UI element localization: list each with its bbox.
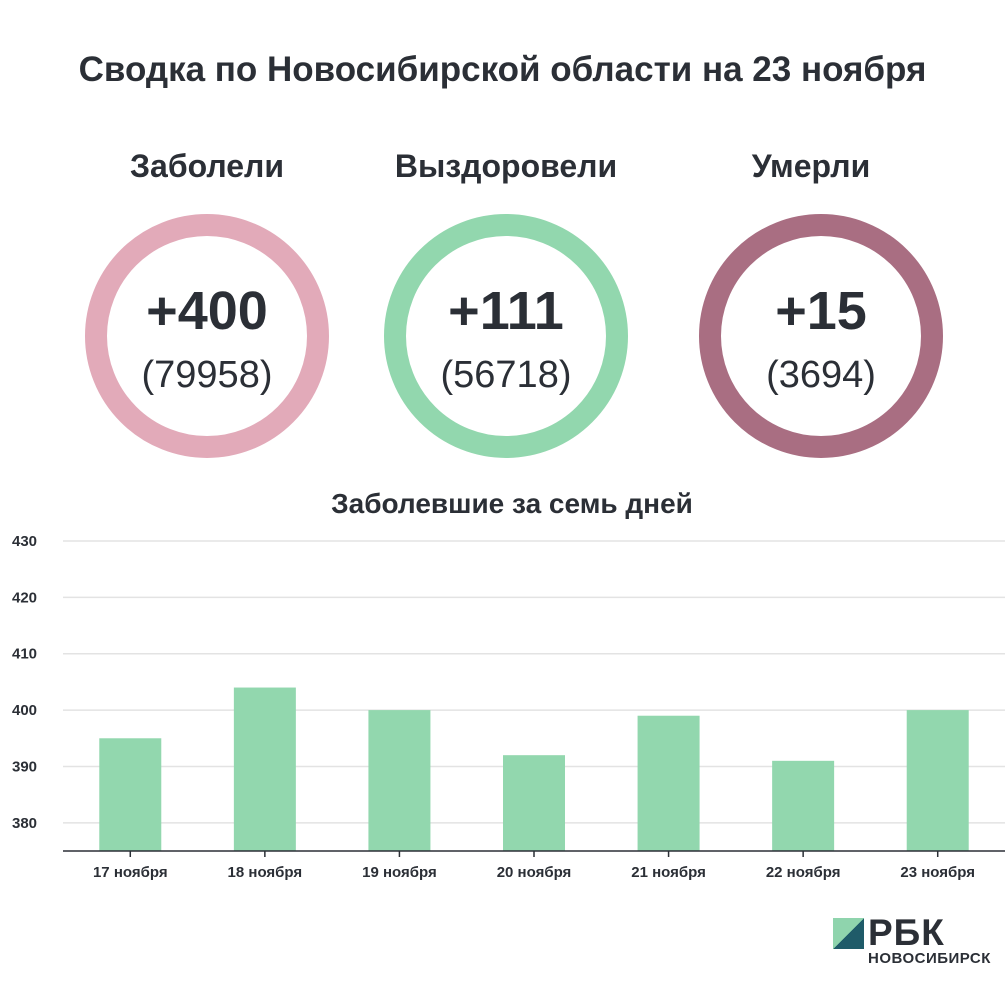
stat-total-recovered: (56718) bbox=[440, 354, 572, 396]
stat-total-deaths: (3694) bbox=[766, 354, 876, 396]
rbc-logo-icon bbox=[833, 918, 864, 949]
y-tick-label: 380 bbox=[12, 815, 37, 832]
bar bbox=[637, 715, 700, 851]
stat-ring-recovered: +111 (56718) bbox=[384, 214, 628, 458]
stat-delta-deaths: +15 bbox=[775, 281, 867, 341]
x-axis: 17 ноября 18 ноября 19 ноября 20 ноября 21 н… bbox=[63, 850, 1005, 881]
rbc-logo: РБК НОВОСИБИРСК bbox=[833, 912, 1003, 976]
x-tick-label: 19 ноября bbox=[362, 864, 437, 881]
bar bbox=[368, 710, 431, 851]
y-tick-label: 420 bbox=[12, 589, 37, 606]
x-tick-label: 18 ноября bbox=[228, 864, 303, 881]
bars bbox=[99, 687, 969, 851]
x-tick-label: 21 ноября bbox=[631, 864, 706, 881]
x-tick-label: 23 ноября bbox=[900, 864, 975, 881]
bar-chart: Заболевшие за семь дней 380 390 400 410 420 4… bbox=[12, 488, 1005, 881]
stat-label-deaths: Умерли bbox=[751, 148, 871, 184]
x-tick-label: 20 ноября bbox=[497, 864, 572, 881]
rbc-logo-name: РБК bbox=[868, 912, 945, 953]
bar bbox=[233, 687, 296, 851]
chart-title: Заболевшие за семь дней bbox=[331, 488, 693, 519]
bar bbox=[99, 738, 162, 851]
stat-label-infected: Заболели bbox=[129, 148, 285, 184]
stat-total-infected: (79958) bbox=[141, 354, 273, 396]
bar bbox=[503, 755, 565, 851]
y-tick-label: 400 bbox=[12, 702, 37, 719]
x-tick-label: 22 ноября bbox=[766, 864, 841, 881]
rbc-logo-region: НОВОСИБИРСК bbox=[868, 950, 991, 967]
y-tick-label: 410 bbox=[12, 646, 37, 663]
bar bbox=[906, 710, 969, 851]
y-tick-label: 430 bbox=[12, 533, 37, 550]
stat-delta-infected: +400 bbox=[146, 281, 268, 341]
bar bbox=[772, 760, 835, 851]
page-title: Сводка по Новосибирской области на 23 но… bbox=[78, 50, 927, 89]
y-tick-label: 390 bbox=[12, 758, 37, 775]
stat-delta-recovered: +111 bbox=[448, 281, 564, 341]
x-tick-label: 17 ноября bbox=[93, 864, 168, 881]
stat-label-recovered: Выздоровели bbox=[394, 148, 618, 184]
